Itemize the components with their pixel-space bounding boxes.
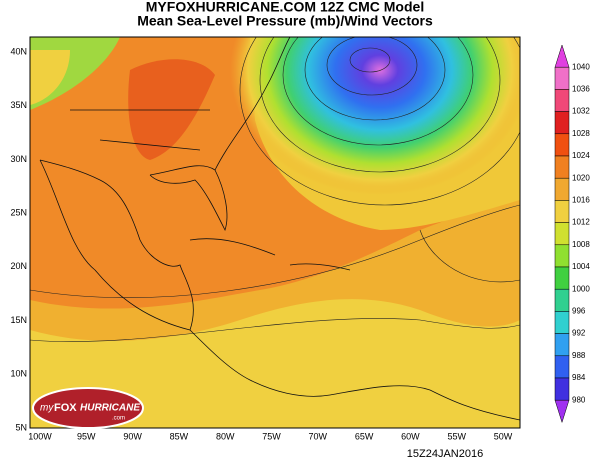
colorbar-label: 1024	[572, 151, 590, 160]
latitude-label: 35N	[10, 100, 27, 110]
longitude-label: 65W	[355, 431, 374, 441]
colorbar-segment	[554, 244, 570, 268]
longitude-label: 70W	[309, 431, 328, 441]
longitude-label: 50W	[494, 431, 513, 441]
colorbar-label: 1016	[572, 196, 590, 205]
longitude-label: 80W	[216, 431, 235, 441]
colorbar-label: 1012	[572, 218, 590, 227]
latitude-label: 30N	[10, 154, 27, 164]
colorbar-segment	[554, 155, 570, 179]
latitude-label: 20N	[10, 261, 27, 271]
logo-my: my	[40, 403, 54, 414]
longitude-label: 75W	[262, 431, 281, 441]
logo-com: .com	[112, 416, 125, 422]
latitude-label: 40N	[10, 46, 27, 56]
colorbar-segment	[554, 333, 570, 357]
latitude-label: 25N	[10, 207, 27, 217]
colorbar-segment	[554, 133, 570, 157]
colorbar-label: 1032	[572, 107, 590, 116]
colorbar-segment	[554, 288, 570, 312]
colorbar-label: 984	[572, 373, 586, 382]
colorbar-label: 988	[572, 351, 586, 360]
colorbar-segment	[554, 177, 570, 201]
timestamp: 15Z24JAN2016	[407, 448, 483, 460]
colorbar-cap	[554, 44, 570, 68]
map	[30, 37, 520, 428]
colorbar-label: 1020	[572, 173, 590, 182]
colorbar: 1040 1036 1032 1028 1024 1020 1016 1012 1008 1004…	[554, 44, 590, 424]
latitude-label: 15N	[10, 315, 27, 325]
longitude-label: 90W	[123, 431, 142, 441]
colorbar-label: 992	[572, 329, 586, 338]
colorbar-segment	[554, 355, 570, 379]
colorbar-label: 1036	[572, 85, 590, 94]
colorbar-label: 980	[572, 395, 586, 404]
colorbar-label: 1028	[572, 129, 590, 138]
colorbar-segment	[554, 377, 570, 401]
colorbar-segment	[554, 266, 570, 290]
colorbar-segment	[554, 311, 570, 334]
colorbar-segment	[554, 66, 570, 90]
colorbar-label: 1000	[572, 284, 590, 293]
longitude-label: 55W	[447, 431, 466, 441]
latitude-label: 10N	[10, 369, 27, 379]
subtitle: Mean Sea-Level Pressure (mb)/Wind Vector…	[137, 13, 433, 29]
colorbar-label: 996	[572, 307, 586, 316]
colorbar-cap	[554, 399, 570, 424]
colorbar-label: 1008	[572, 240, 590, 249]
map-frame	[29, 36, 521, 429]
longitude-label: 100W	[28, 431, 52, 441]
latitude-label: 5N	[15, 422, 27, 432]
longitude-label: 60W	[401, 431, 420, 441]
title: MYFOXHURRICANE.COM 12Z CMC Model	[146, 0, 424, 15]
colorbar-label: 1004	[572, 262, 590, 271]
logo-hurricane: HURRICANE	[80, 403, 140, 414]
longitude-label: 85W	[170, 431, 189, 441]
colorbar-segment	[554, 89, 570, 112]
longitude-label: 95W	[77, 431, 96, 441]
colorbar-segment	[554, 111, 570, 135]
logo: my FOX HURRICANE .com	[32, 387, 144, 429]
colorbar-label: 1040	[572, 62, 590, 71]
colorbar-segment	[554, 200, 570, 223]
logo-fox: FOX	[54, 402, 77, 414]
colorbar-segment	[554, 222, 570, 246]
